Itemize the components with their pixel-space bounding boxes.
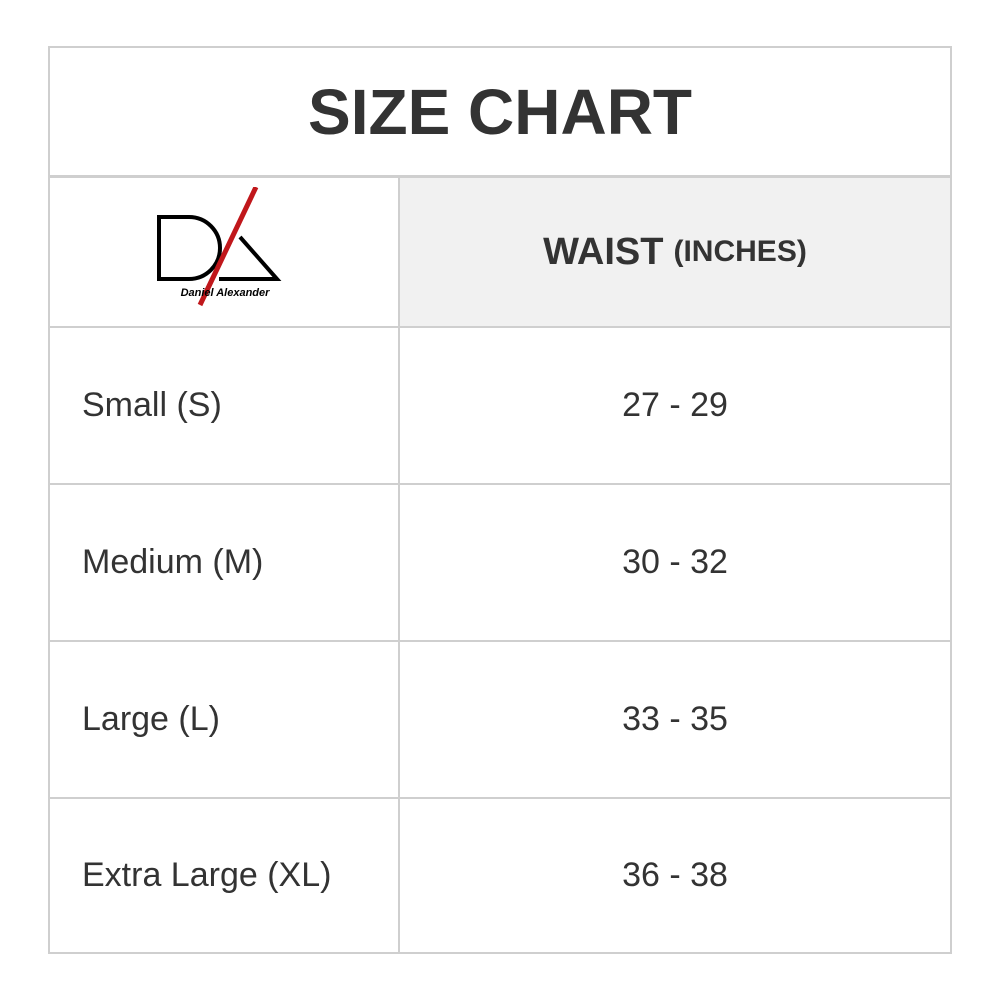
size-cell: Small (S) xyxy=(50,328,400,483)
table-row: Large (L) 33 - 35 xyxy=(50,642,950,799)
waist-label: WAIST xyxy=(543,230,664,273)
table-row: Small (S) 27 - 29 xyxy=(50,328,950,485)
daniel-alexander-logo: Daniel Alexander xyxy=(157,187,282,307)
table-row: Medium (M) 30 - 32 xyxy=(50,485,950,642)
waist-cell: 33 - 35 xyxy=(622,700,728,738)
logo-cell: Daniel Alexander xyxy=(50,178,400,326)
waist-header: WAIST (INCHES) xyxy=(400,178,950,326)
chart-title: SIZE CHART xyxy=(50,48,950,178)
size-chart-table: SIZE CHART Daniel Alexander WAIST (INCHE… xyxy=(48,46,952,954)
waist-cell: 30 - 32 xyxy=(622,543,728,581)
size-cell: Extra Large (XL) xyxy=(50,799,400,952)
size-cell: Medium (M) xyxy=(50,485,400,640)
header-row: Daniel Alexander WAIST (INCHES) xyxy=(50,178,950,328)
size-cell: Large (L) xyxy=(50,642,400,797)
logo-text: Daniel Alexander xyxy=(181,287,271,299)
table-row: Extra Large (XL) 36 - 38 xyxy=(50,799,950,952)
waist-cell: 27 - 29 xyxy=(622,386,728,424)
unit-label: (INCHES) xyxy=(673,235,807,268)
waist-cell: 36 - 38 xyxy=(622,856,728,894)
